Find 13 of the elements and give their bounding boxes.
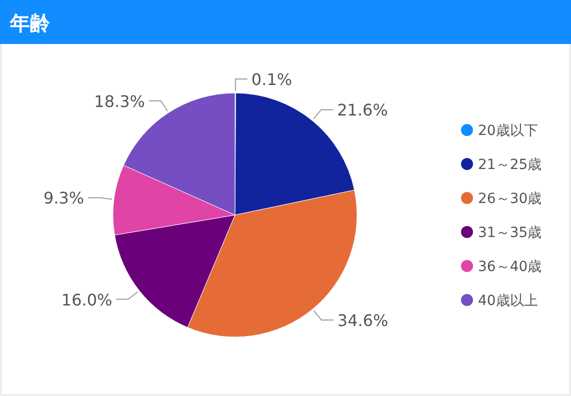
legend-label: 36～40歳 — [478, 259, 542, 275]
legend-label: 21～25歳 — [478, 157, 542, 173]
legend-label: 26～30歳 — [478, 191, 542, 207]
legend-label: 31～35歳 — [478, 225, 542, 241]
data-label: 16.0% — [61, 290, 112, 310]
data-label: 21.6% — [337, 100, 388, 120]
data-label: 0.1% — [251, 70, 292, 89]
legend-label: 20歳以下 — [478, 123, 538, 139]
legend-label: 40歳以上 — [478, 293, 538, 309]
data-label: 34.6% — [337, 311, 388, 330]
data-label: 18.3% — [94, 92, 145, 111]
data-label: 9.3% — [43, 188, 84, 208]
chart-title: 年齢 — [9, 11, 51, 35]
